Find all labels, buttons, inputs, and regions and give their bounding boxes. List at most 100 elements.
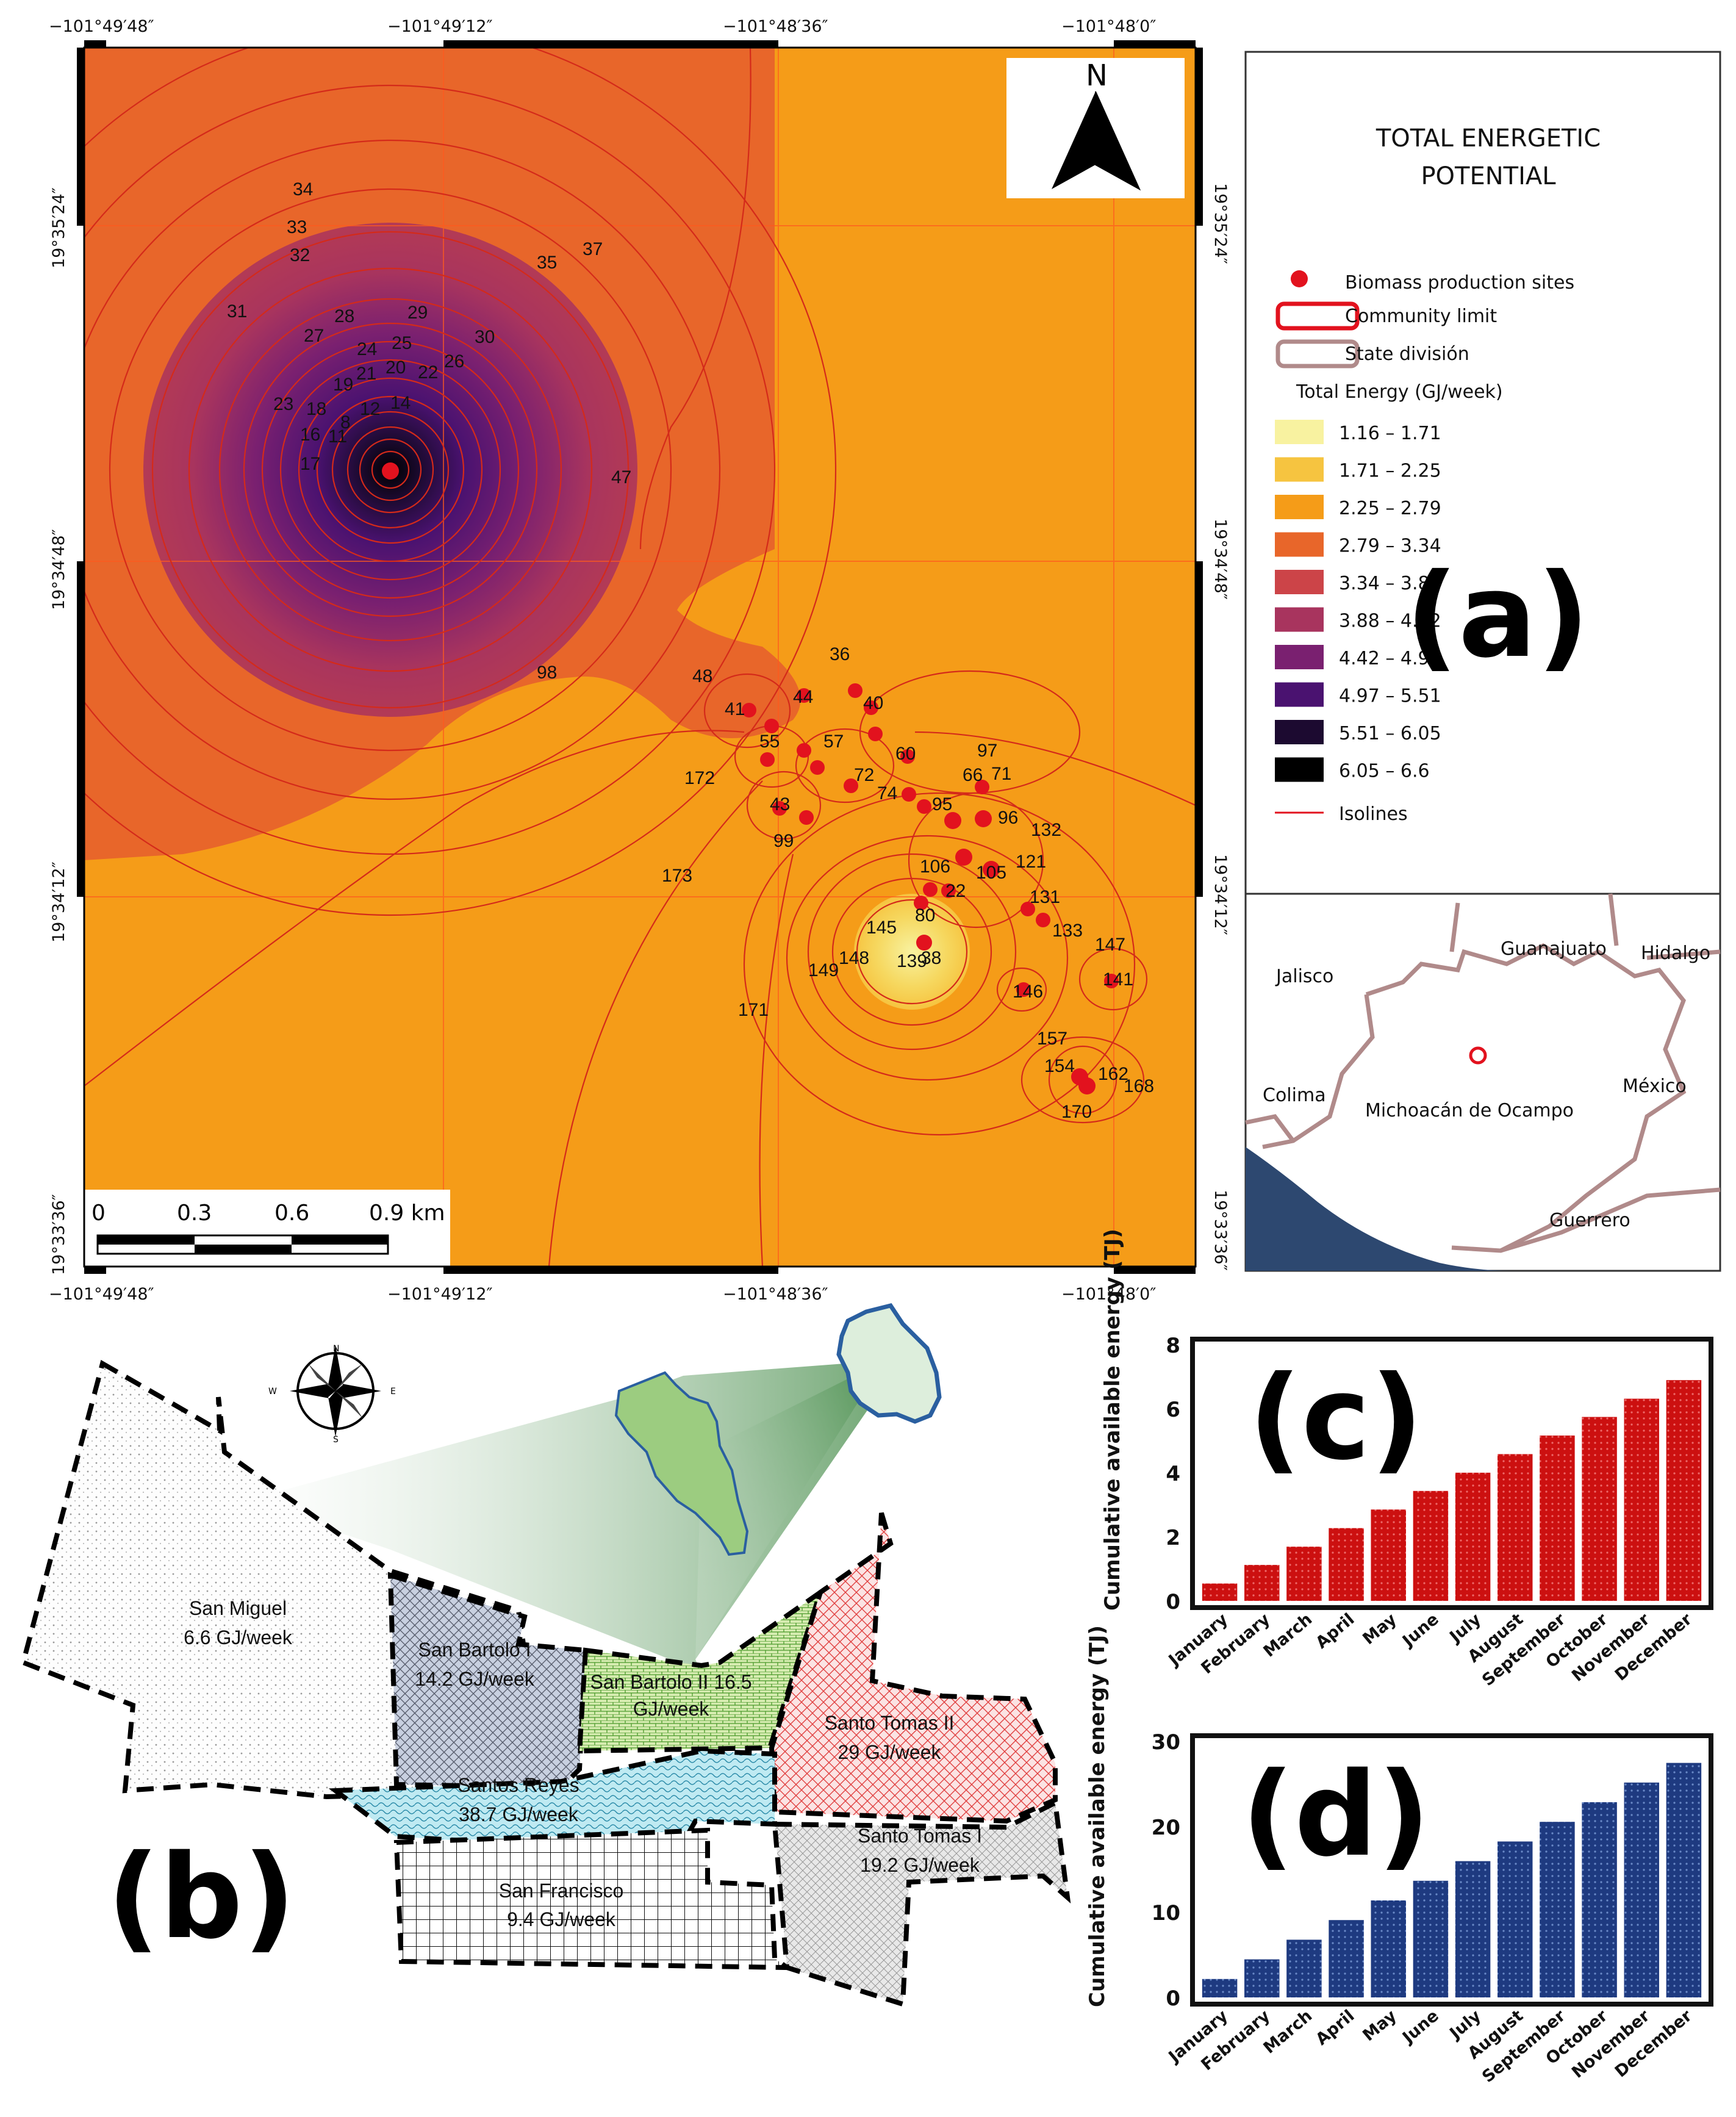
legend-isolines: Isolines	[1339, 803, 1408, 825]
isoline-label: 44	[793, 687, 813, 707]
region-name: San Miguel	[189, 1597, 287, 1619]
legend-panel: TOTAL ENERGETIC POTENTIAL Biomass produc…	[1244, 51, 1721, 895]
left-coord: 19°33′36″	[49, 1194, 68, 1275]
region-value: 38.7 GJ/week	[459, 1803, 579, 1825]
isoline-label: 31	[227, 301, 247, 322]
municipality-shape	[614, 1371, 749, 1556]
region-value: 19.2 GJ/week	[860, 1854, 980, 1876]
isoline-label: 141	[1103, 969, 1133, 990]
legend-swatch	[1275, 457, 1324, 482]
panel-label-c: (c)	[1249, 1351, 1423, 1486]
isoline-label: 132	[1031, 820, 1061, 840]
isoline-label: 157	[1037, 1029, 1067, 1049]
isoline-label: 27	[304, 326, 324, 346]
bar	[1285, 1545, 1323, 1603]
isoline-label: 28	[334, 306, 354, 326]
bar	[1243, 1564, 1281, 1603]
isoline-label: 18	[306, 399, 326, 419]
legend-swatch	[1275, 495, 1324, 519]
isoline-label: 48	[692, 666, 712, 686]
state-label: Michoacán de Ocampo	[1365, 1100, 1574, 1121]
isoline-label: 23	[273, 394, 293, 414]
state-label: Jalisco	[1275, 966, 1333, 987]
isoline-label: 22	[945, 881, 966, 901]
compass-e: E	[390, 1387, 396, 1396]
isoline-label: 131	[1030, 887, 1060, 907]
left-coord: 19°34′12″	[49, 861, 68, 943]
isoline-label: 43	[770, 794, 790, 814]
legend-class-label: 2.79 – 3.34	[1339, 536, 1441, 557]
chart-c: Cumulative available energy (TJ) 0 2 4 6 8 J…	[1100, 1229, 1713, 1690]
region-name: Santos Reyes	[457, 1774, 579, 1796]
state-label: Guerrero	[1549, 1210, 1630, 1231]
isoline-label: 95	[932, 794, 952, 814]
isoline-label: 35	[537, 253, 557, 273]
bar	[1411, 1489, 1450, 1602]
low-energy-zone	[854, 894, 970, 1010]
right-coord: 19°34′48″	[1211, 519, 1230, 600]
bar	[1454, 1471, 1492, 1602]
isoline-label: 96	[998, 808, 1018, 828]
compass-n: N	[333, 1344, 339, 1354]
isoline-label: 173	[662, 866, 692, 886]
x-tick-label: June	[1398, 2007, 1443, 2048]
isoline-label: 22	[418, 362, 438, 383]
isoline-label: 24	[357, 339, 377, 359]
x-tick-label: April	[1312, 1610, 1358, 1653]
state-boundaries	[1245, 893, 1721, 1253]
x-tick-label: May	[1359, 2006, 1401, 2045]
y-tick-label: 20	[1152, 1816, 1180, 1840]
isoline-label: 30	[475, 327, 495, 347]
isoline-label: 147	[1095, 935, 1125, 955]
isoline-label: 146	[1013, 982, 1043, 1002]
legend-title: POTENTIAL	[1421, 162, 1556, 190]
bar	[1623, 1781, 1660, 1999]
bar	[1580, 1801, 1618, 1999]
legend-class-label: 2.25 – 2.79	[1339, 498, 1441, 519]
bar	[1538, 1820, 1576, 1999]
isoline-label: 26	[444, 351, 464, 372]
region-name: Santo Tomas II	[825, 1712, 955, 1734]
coordinate-labels: −101°49′48″ −101°49′12″ −101°48′36″ −101…	[49, 17, 1230, 1304]
bar	[1580, 1415, 1618, 1603]
region-name: San Bartolo II 16.5	[590, 1671, 751, 1693]
panel-label-b: (b)	[107, 1830, 296, 1964]
community-symbol	[1275, 301, 1360, 331]
x-tick-label: April	[1312, 2007, 1358, 2049]
legend-classes: 1.16 – 1.71 1.71 – 2.25 2.25 – 2.79 2.79 – …	[1275, 420, 1441, 782]
bar	[1665, 1379, 1703, 1603]
isoline-label: 172	[684, 768, 715, 788]
region-value: 29 GJ/week	[838, 1741, 942, 1763]
top-coord: −101°48′36″	[723, 17, 828, 36]
scale-label: 0	[91, 1201, 106, 1226]
scale-label: 0.6	[274, 1201, 309, 1226]
region-polygons	[20, 1359, 1071, 2008]
legend-swatch	[1275, 570, 1324, 594]
bottom-coord: −101°48′0″	[1061, 1285, 1156, 1304]
right-coord: 19°34′12″	[1211, 854, 1230, 935]
y-tick-label: 30	[1152, 1730, 1180, 1755]
graticule	[84, 48, 1196, 1267]
north-arrow: N	[1006, 58, 1185, 198]
panel-label-a: (a)	[1405, 548, 1590, 683]
isoline-label: 8	[340, 412, 351, 433]
panel-label-d: (d)	[1241, 1747, 1430, 1882]
isoline-label: 171	[738, 1000, 769, 1020]
isoline-label: 41	[725, 699, 745, 719]
isoline-label: 133	[1052, 921, 1083, 941]
legend-swatch	[1275, 607, 1324, 632]
legend-title: TOTAL ENERGETIC	[1376, 124, 1601, 153]
biomass-sites	[382, 462, 1119, 1094]
isoline-label: 17	[300, 454, 320, 474]
legend-community: Community limit	[1345, 306, 1497, 327]
chart-d: Cumulative available energy (TJ) 0 10 20 30…	[1085, 1625, 1713, 2086]
bar	[1327, 1919, 1365, 1999]
scale-label: 0.9 km	[369, 1201, 445, 1226]
site-symbol	[1291, 270, 1308, 287]
map-frame	[77, 40, 1203, 1274]
isoline-label: 47	[611, 467, 631, 487]
legend-swatch	[1275, 720, 1324, 744]
bar	[1200, 1977, 1239, 1999]
